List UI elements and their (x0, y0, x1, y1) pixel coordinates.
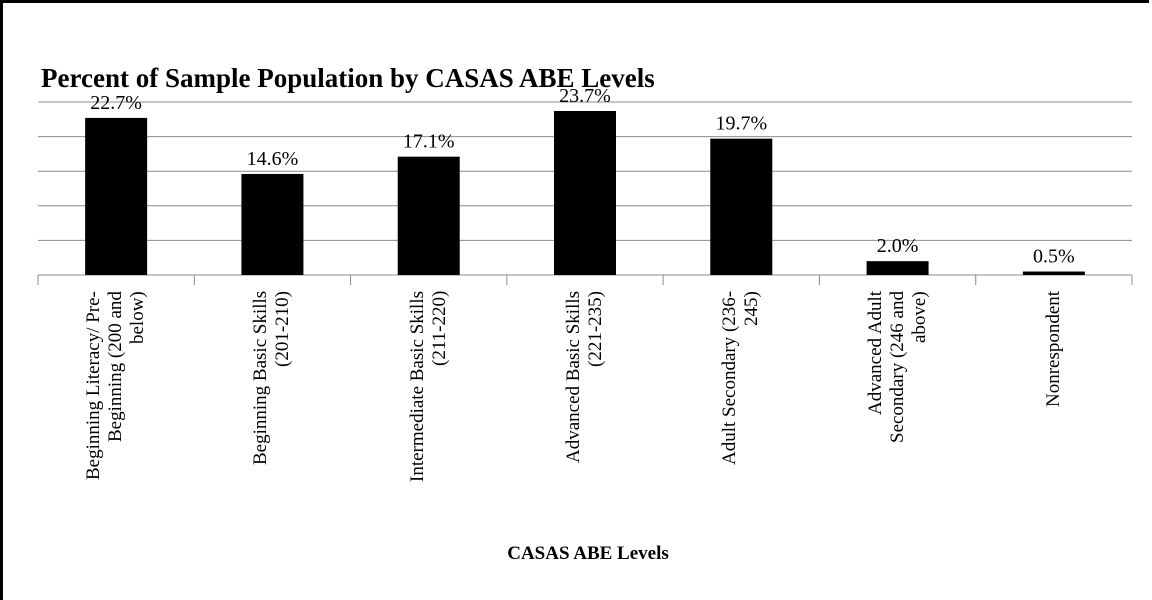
x-tick-label: Beginning Basic Skills (201-210) (250, 291, 294, 466)
x-tick-label: Advanced Basic Skills (221-235) (563, 291, 606, 464)
bar (554, 110, 616, 275)
x-tick-label: Beginning Literacy/ Pre-Beginning (200 a… (83, 291, 149, 480)
chart-title: Percent of Sample Population by CASAS AB… (41, 63, 655, 93)
data-label: 22.7% (90, 92, 142, 114)
bar (241, 173, 304, 275)
x-tick-label: Advanced Adult Secondary (246 and above) (864, 291, 930, 443)
bar (85, 117, 148, 275)
data-label: 23.7% (559, 85, 611, 107)
x-tick-label: Intermediate Basic Skills (211-220) (406, 291, 450, 483)
bar (1022, 271, 1085, 275)
data-label: 17.1% (403, 131, 455, 153)
data-label: 2.0% (877, 235, 919, 257)
bar (397, 156, 460, 275)
x-axis-title: CASAS ABE Levels (507, 543, 669, 564)
data-label: 0.5% (1033, 246, 1075, 268)
bar (710, 138, 773, 275)
bar (866, 261, 929, 275)
x-tick-label: Nonrespondent (1042, 291, 1064, 408)
data-label: 19.7% (715, 113, 767, 135)
data-label: 14.6% (247, 148, 299, 170)
x-tick-label: Adult Secondary (236-245) (719, 291, 763, 466)
